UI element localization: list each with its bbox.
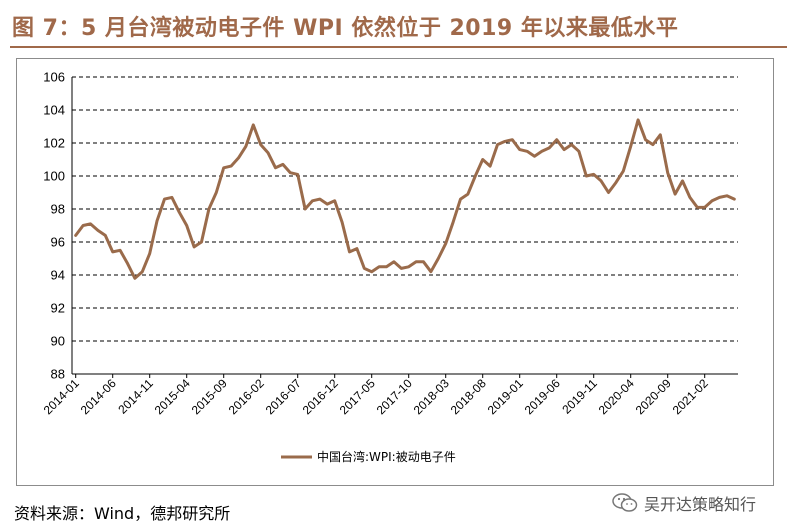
legend: 中国台湾:WPI:被动电子件 xyxy=(281,449,456,464)
x-tick-label: 2019-06 xyxy=(522,376,563,417)
figure-title: 图 7：5 月台湾被动电子件 WPI 依然位于 2019 年以来最低水平 xyxy=(12,16,679,41)
wechat-icon xyxy=(612,493,638,512)
x-tick-label: 2015-09 xyxy=(189,376,230,417)
x-tick-label: 2016-02 xyxy=(226,376,267,417)
series-line-wpi xyxy=(74,118,736,280)
x-tick-label: 2020-04 xyxy=(596,376,637,417)
watermark-text: 吴开达策略知行 xyxy=(644,495,757,514)
y-tick-label: 88 xyxy=(51,367,65,382)
x-tick-label: 2019-01 xyxy=(485,376,526,417)
x-tick-label: 2020-09 xyxy=(633,376,674,417)
y-tick-label: 92 xyxy=(51,301,65,316)
x-tick-label: 2015-04 xyxy=(152,376,193,417)
x-axis: 2014-012014-062014-112015-042015-092016-… xyxy=(41,77,738,417)
x-tick-label: 2014-06 xyxy=(78,376,119,417)
grid-lines xyxy=(72,76,738,342)
y-tick-label: 100 xyxy=(43,169,65,184)
legend-label: 中国台湾:WPI:被动电子件 xyxy=(317,449,456,464)
x-tick-label: 2018-08 xyxy=(448,376,489,417)
y-tick-label: 98 xyxy=(51,202,65,217)
source-note: 资料来源：Wind，德邦研究所 xyxy=(14,504,231,523)
y-tick-label: 102 xyxy=(43,136,65,151)
x-tick-label: 2016-12 xyxy=(300,376,341,417)
x-tick-label: 2016-07 xyxy=(263,376,304,417)
y-tick-label: 106 xyxy=(43,70,65,85)
x-tick-label: 2017-10 xyxy=(374,376,415,417)
x-tick-label: 2018-03 xyxy=(411,376,452,417)
chart-frame xyxy=(16,58,774,486)
y-tick-label: 90 xyxy=(51,334,65,349)
x-tick-label: 2014-11 xyxy=(115,376,156,417)
y-tick-label: 96 xyxy=(51,235,65,250)
x-tick-label: 2021-02 xyxy=(670,376,711,417)
title-underline xyxy=(10,46,787,48)
x-tick-label: 2017-05 xyxy=(337,376,378,417)
y-axis-ticks: 88 90 92 94 96 98 100 102 104 106 xyxy=(43,70,65,382)
series-layer xyxy=(74,118,736,280)
y-tick-label: 104 xyxy=(43,103,65,118)
x-tick-label: 2019-11 xyxy=(559,376,600,417)
watermark: 吴开达策略知行 xyxy=(612,490,756,516)
y-tick-label: 94 xyxy=(51,268,65,283)
x-tick-label: 2014-01 xyxy=(41,376,82,417)
